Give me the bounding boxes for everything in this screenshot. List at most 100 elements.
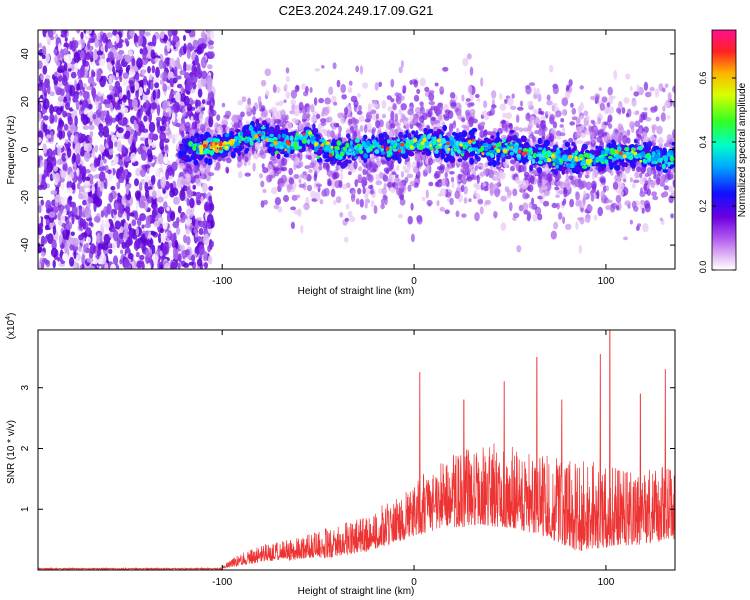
ridge-halo-cell	[427, 108, 433, 118]
noise-cell	[79, 90, 84, 96]
noise-cell	[186, 103, 193, 112]
noise-cell	[153, 77, 159, 82]
noise-cell	[163, 112, 169, 117]
ridge-halo-cell	[375, 120, 381, 129]
noise-cell	[88, 221, 93, 227]
noise-cell	[130, 85, 135, 94]
ridge-halo-cell	[336, 79, 341, 88]
ridge-halo-cell	[577, 139, 584, 145]
ridge-halo-cell	[482, 182, 487, 187]
ridge-halo-cell	[565, 223, 572, 230]
noise-cell	[116, 42, 123, 49]
ridge-halo-cell	[280, 109, 286, 119]
ridge-halo-cell	[306, 184, 313, 192]
noise-cell	[178, 30, 185, 33]
ridge-halo-cell	[479, 206, 484, 215]
noise-cell	[166, 57, 170, 67]
noise-cell	[139, 213, 147, 222]
ridge-halo-cell	[649, 86, 655, 92]
noise-cell	[177, 253, 182, 262]
noise-cell	[173, 101, 181, 113]
noise-cell	[128, 212, 135, 217]
noise-cell	[139, 137, 146, 142]
ridge-halo-cell	[622, 135, 628, 145]
noise-cell	[94, 258, 98, 265]
noise-cell	[155, 168, 160, 178]
noise-cell	[65, 53, 73, 64]
ridge-halo-cell	[474, 212, 480, 222]
noise-cell	[79, 150, 86, 157]
noise-cell	[201, 99, 206, 105]
ridge-halo-cell	[591, 180, 597, 190]
noise-cell	[134, 178, 139, 187]
noise-cell	[188, 45, 195, 51]
ridge-halo-cell	[341, 94, 347, 100]
noise-cell	[209, 202, 215, 212]
ridge-halo-cell	[359, 65, 364, 75]
noise-cell	[196, 258, 203, 267]
ridge-halo-cell	[301, 113, 307, 120]
ridge-halo-cell	[500, 222, 507, 231]
ridge-halo-cell	[309, 87, 313, 93]
noise-cell	[127, 252, 134, 260]
noise-cell	[183, 234, 187, 244]
noise-cell	[207, 244, 212, 253]
noise-cell	[157, 196, 164, 203]
ridge-halo-cell	[553, 221, 559, 230]
noise-cell	[101, 242, 109, 251]
ridge-halo-cell	[299, 161, 304, 168]
ridge-halo-cell	[301, 105, 308, 115]
ridge-halo-cell	[560, 118, 565, 123]
ridge-halo-cell	[421, 196, 426, 201]
ridge-halo-cell	[427, 202, 432, 207]
ridge-halo-cell	[555, 194, 560, 199]
ridge-halo-cell	[178, 162, 185, 170]
ridge-halo-cell	[533, 87, 537, 96]
ridge-halo-cell	[390, 78, 395, 88]
ridge-halo-cell	[260, 180, 265, 188]
noise-cell	[62, 253, 69, 262]
noise-cell	[180, 86, 185, 94]
ridge-halo-cell	[583, 110, 589, 116]
noise-cell	[126, 89, 131, 101]
ridge-halo-cell	[457, 173, 463, 180]
ridge-halo-cell	[395, 94, 400, 103]
ridge-halo-cell	[565, 87, 570, 92]
ridge-halo-cell	[501, 123, 508, 131]
noise-cell	[183, 95, 190, 106]
noise-cell	[76, 83, 80, 91]
ridge-halo-cell	[651, 124, 657, 130]
noise-cell	[209, 30, 215, 40]
noise-cell	[104, 262, 109, 269]
ridge-halo-cell	[664, 83, 669, 88]
noise-cell	[53, 165, 58, 172]
ridge-halo-cell	[268, 168, 275, 176]
ridge-halo-cell	[461, 94, 465, 102]
ridge-halo-cell	[631, 182, 636, 189]
ridge-halo-cell	[551, 202, 558, 209]
ridge-halo-cell	[510, 105, 517, 111]
noise-cell	[183, 43, 187, 55]
ridge-halo-cell	[454, 190, 461, 199]
ridge-halo-cell	[301, 83, 306, 90]
ridge-halo-cell	[298, 183, 305, 188]
ridge-halo-cell	[527, 100, 533, 107]
ridge-halo-cell	[400, 113, 406, 121]
ridge-halo-cell	[348, 80, 353, 86]
noise-cell	[42, 216, 46, 228]
noise-cell	[132, 133, 138, 143]
ridge-halo-cell	[378, 81, 383, 88]
ridge-halo-cell	[642, 223, 649, 233]
noise-cell	[62, 229, 69, 240]
noise-cell	[101, 223, 105, 229]
noise-cell	[196, 46, 203, 55]
ridge-halo-cell	[505, 112, 512, 120]
ridge-halo-cell	[626, 129, 630, 137]
noise-cell	[141, 69, 146, 76]
noise-cell	[200, 56, 207, 69]
ridge-halo-cell	[483, 186, 489, 192]
noise-cell	[44, 224, 49, 231]
noise-cell	[58, 234, 63, 246]
noise-cell	[139, 254, 145, 261]
